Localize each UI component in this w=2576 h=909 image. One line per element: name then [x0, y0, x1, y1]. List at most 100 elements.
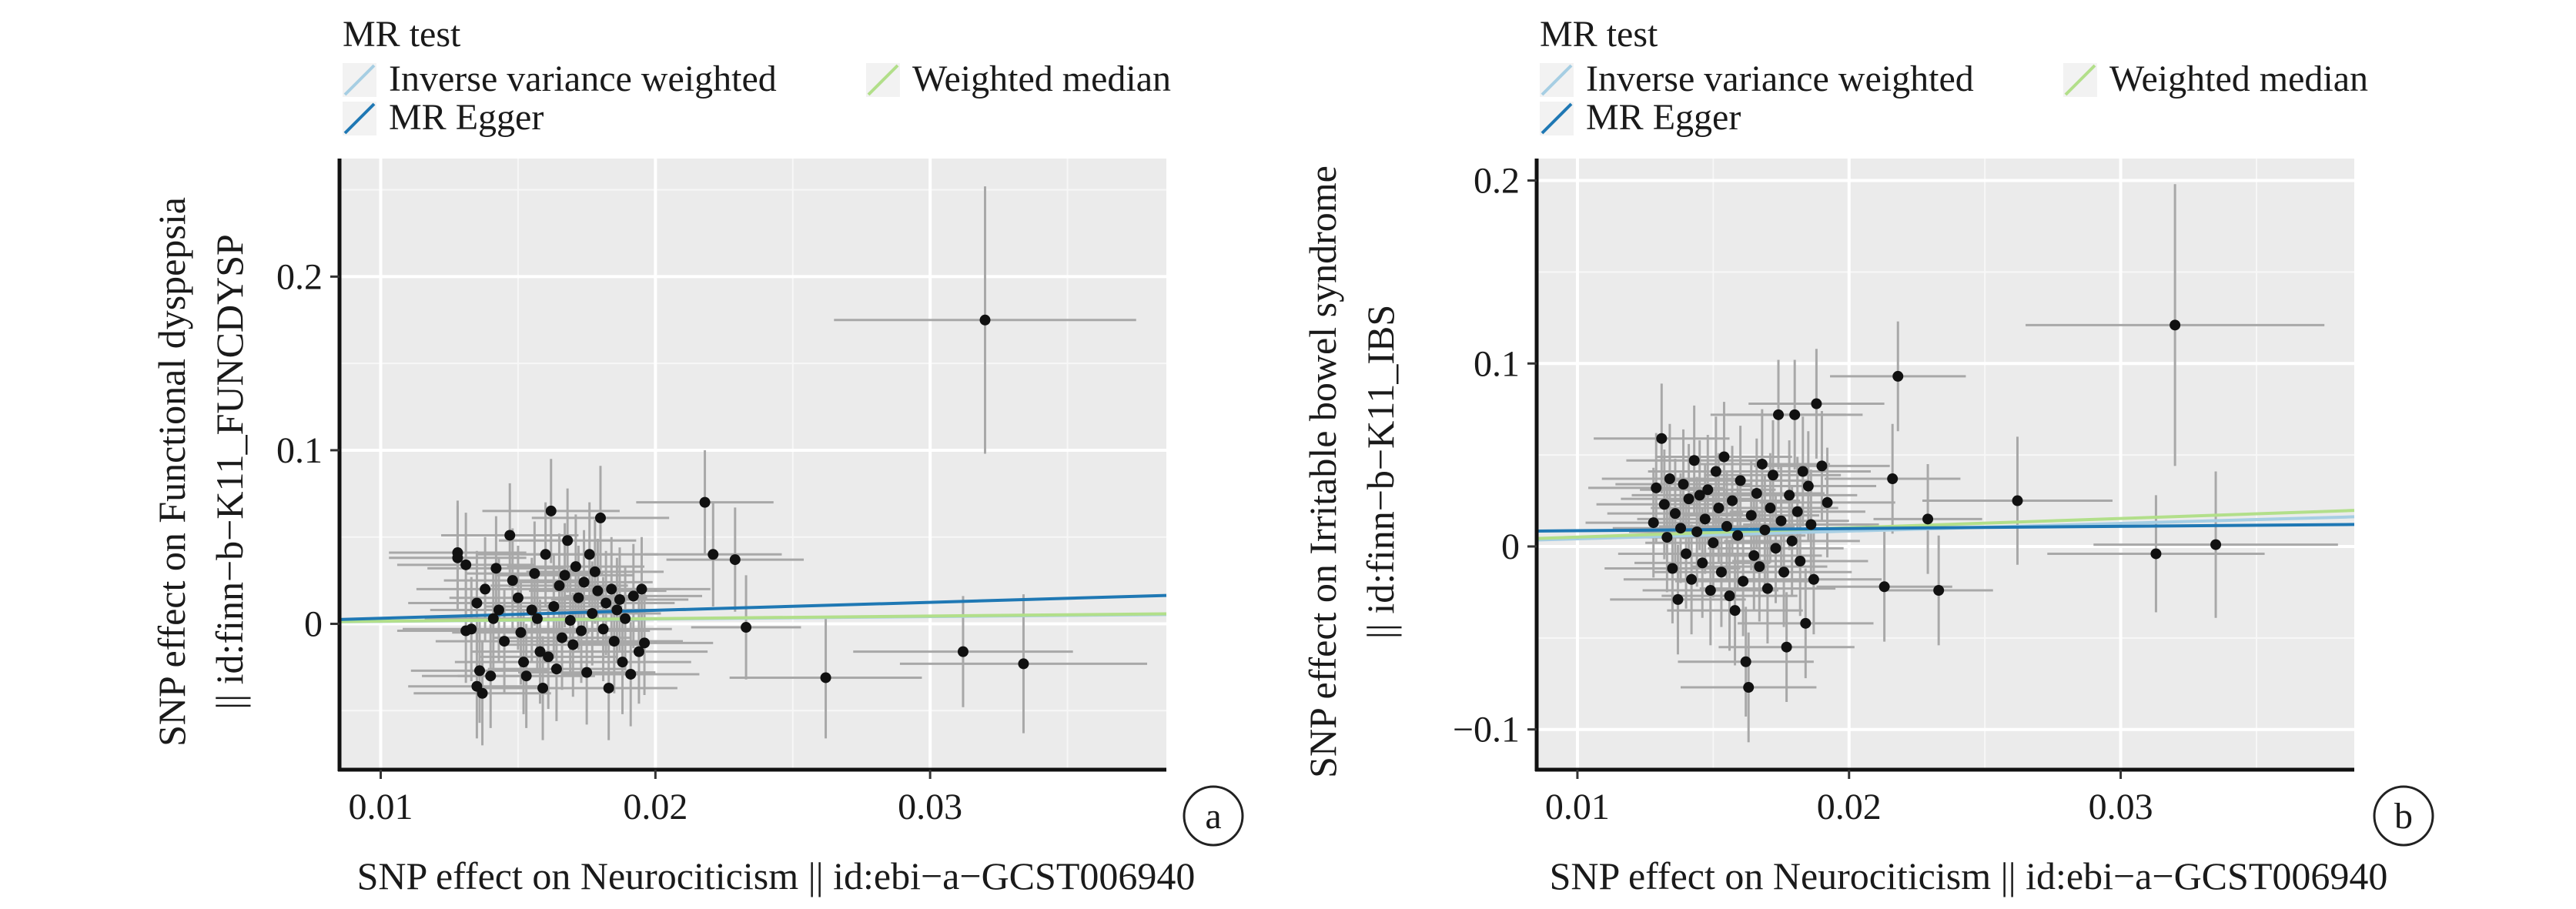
- data-point: [1765, 503, 1776, 514]
- data-point: [1710, 466, 1721, 477]
- data-point: [2210, 539, 2222, 550]
- data-point: [627, 590, 639, 602]
- data-point: [526, 604, 537, 616]
- data-point: [1751, 488, 1762, 500]
- x-tick-label: 0.02: [623, 787, 687, 827]
- data-point: [597, 623, 609, 635]
- legend-entry: Weighted median: [866, 58, 1171, 99]
- data-point: [1773, 409, 1785, 420]
- data-point: [562, 535, 574, 546]
- legend-entry: MR Egger: [1540, 97, 1741, 138]
- data-point: [1800, 617, 1812, 629]
- data-point: [1688, 455, 1700, 466]
- regression-line-weighted-median: [339, 612, 1167, 623]
- data-point: [534, 646, 546, 657]
- data-point: [1892, 370, 1904, 382]
- data-point: [729, 554, 741, 566]
- data-point: [1018, 658, 1029, 670]
- data-point: [957, 646, 969, 657]
- legend-entry: Inverse variance weighted: [343, 58, 777, 99]
- data-point: [1933, 585, 1945, 597]
- data-point: [559, 570, 570, 581]
- legend-label: Weighted median: [2109, 58, 2368, 99]
- legend-entry: MR Egger: [343, 97, 544, 138]
- data-point: [567, 639, 579, 650]
- data-point: [1686, 573, 1698, 585]
- y-tick-label: 0.1: [1474, 343, 1520, 384]
- data-point: [1805, 519, 1817, 530]
- data-point: [587, 607, 598, 619]
- data-point: [1887, 473, 1899, 485]
- legend-title: MR test: [1540, 14, 1658, 55]
- data-point: [1786, 535, 1798, 546]
- data-point: [1770, 543, 1781, 554]
- data-point: [1740, 656, 1751, 667]
- data-point: [1718, 451, 1730, 463]
- data-point: [1822, 496, 1833, 508]
- data-point: [1745, 510, 1757, 521]
- data-point: [504, 530, 516, 541]
- data-point: [1797, 466, 1808, 477]
- data-point: [589, 566, 601, 577]
- data-point: [608, 636, 620, 647]
- data-point: [1748, 550, 1760, 561]
- data-point: [1661, 532, 1673, 543]
- data-point: [507, 575, 518, 587]
- data-point: [614, 593, 625, 605]
- data-point: [1724, 590, 1735, 602]
- data-point: [1767, 470, 1778, 481]
- data-point: [485, 670, 497, 682]
- data-point: [636, 583, 647, 595]
- y-tick-label: 0: [304, 604, 323, 645]
- data-point: [708, 549, 719, 560]
- data-point: [529, 568, 540, 580]
- data-point: [548, 600, 560, 612]
- data-point: [979, 314, 991, 326]
- legend-key-line: [343, 102, 376, 135]
- data-point: [543, 651, 554, 663]
- data-point: [2150, 548, 2162, 560]
- data-point: [820, 672, 831, 683]
- data-point: [1743, 682, 1755, 693]
- data-point: [575, 625, 587, 637]
- data-point: [490, 563, 502, 574]
- data-point: [564, 615, 576, 627]
- data-point: [545, 505, 557, 516]
- y-tick-label: 0: [1501, 526, 1520, 567]
- legend-label: Inverse variance weighted: [389, 58, 777, 99]
- regression-line-weighted-median: [1536, 509, 2355, 540]
- data-point: [1754, 561, 1765, 573]
- data-point: [1694, 490, 1705, 501]
- data-point: [1656, 433, 1668, 444]
- legend-label: MR Egger: [389, 97, 544, 138]
- data-point: [1781, 641, 1792, 653]
- data-point: [1683, 493, 1694, 505]
- data-point: [1738, 576, 1749, 587]
- data-point: [594, 512, 606, 523]
- regression-line-mr-egger: [1536, 523, 2355, 533]
- data-point: [1802, 480, 1814, 492]
- data-point: [537, 682, 549, 693]
- data-point: [452, 552, 463, 563]
- data-point: [473, 665, 485, 677]
- x-tick-label: 0.01: [349, 787, 413, 827]
- data-point: [557, 632, 568, 643]
- legend-key-line: [1541, 64, 1573, 96]
- data-point: [1878, 581, 1890, 593]
- data-point: [466, 623, 477, 635]
- data-point: [1678, 479, 1689, 490]
- data-point: [1727, 495, 1738, 506]
- x-tick-label: 0.03: [2089, 787, 2153, 827]
- data-point: [471, 597, 483, 609]
- data-point: [1672, 593, 1684, 605]
- data-point: [1697, 557, 1708, 569]
- data-point: [2012, 495, 2023, 506]
- data-point: [1721, 520, 1732, 532]
- legend-label: Inverse variance weighted: [1586, 58, 1974, 99]
- data-point: [1681, 548, 1692, 560]
- data-point: [1784, 490, 1795, 501]
- data-point: [1729, 605, 1741, 617]
- data-point: [633, 646, 644, 657]
